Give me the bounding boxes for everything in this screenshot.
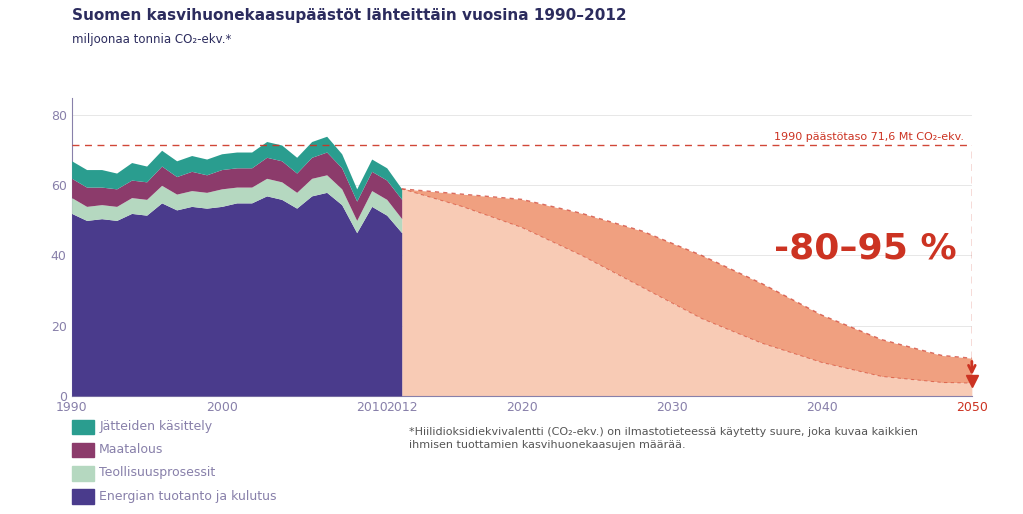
Text: Energian tuotanto ja kulutus: Energian tuotanto ja kulutus — [99, 489, 277, 503]
Text: Teollisuusprosessit: Teollisuusprosessit — [99, 466, 216, 480]
Text: *Hiilidioksidiekvivalentti (CO₂-ekv.) on ilmastotieteessä käytetty suure, joka k: *Hiilidioksidiekvivalentti (CO₂-ekv.) on… — [409, 427, 919, 450]
Text: Maatalous: Maatalous — [99, 443, 164, 456]
Text: miljoonaa tonnia CO₂-ekv.*: miljoonaa tonnia CO₂-ekv.* — [72, 33, 231, 46]
Text: -80–95 %: -80–95 % — [774, 231, 957, 265]
Text: Jätteiden käsittely: Jätteiden käsittely — [99, 420, 213, 433]
Text: Suomen kasvihuonekaasupäästöt lähteittäin vuosina 1990–2012: Suomen kasvihuonekaasupäästöt lähteittäi… — [72, 8, 626, 23]
Text: 1990 päästötaso 71,6 Mt CO₂-ekv.: 1990 päästötaso 71,6 Mt CO₂-ekv. — [774, 132, 965, 142]
